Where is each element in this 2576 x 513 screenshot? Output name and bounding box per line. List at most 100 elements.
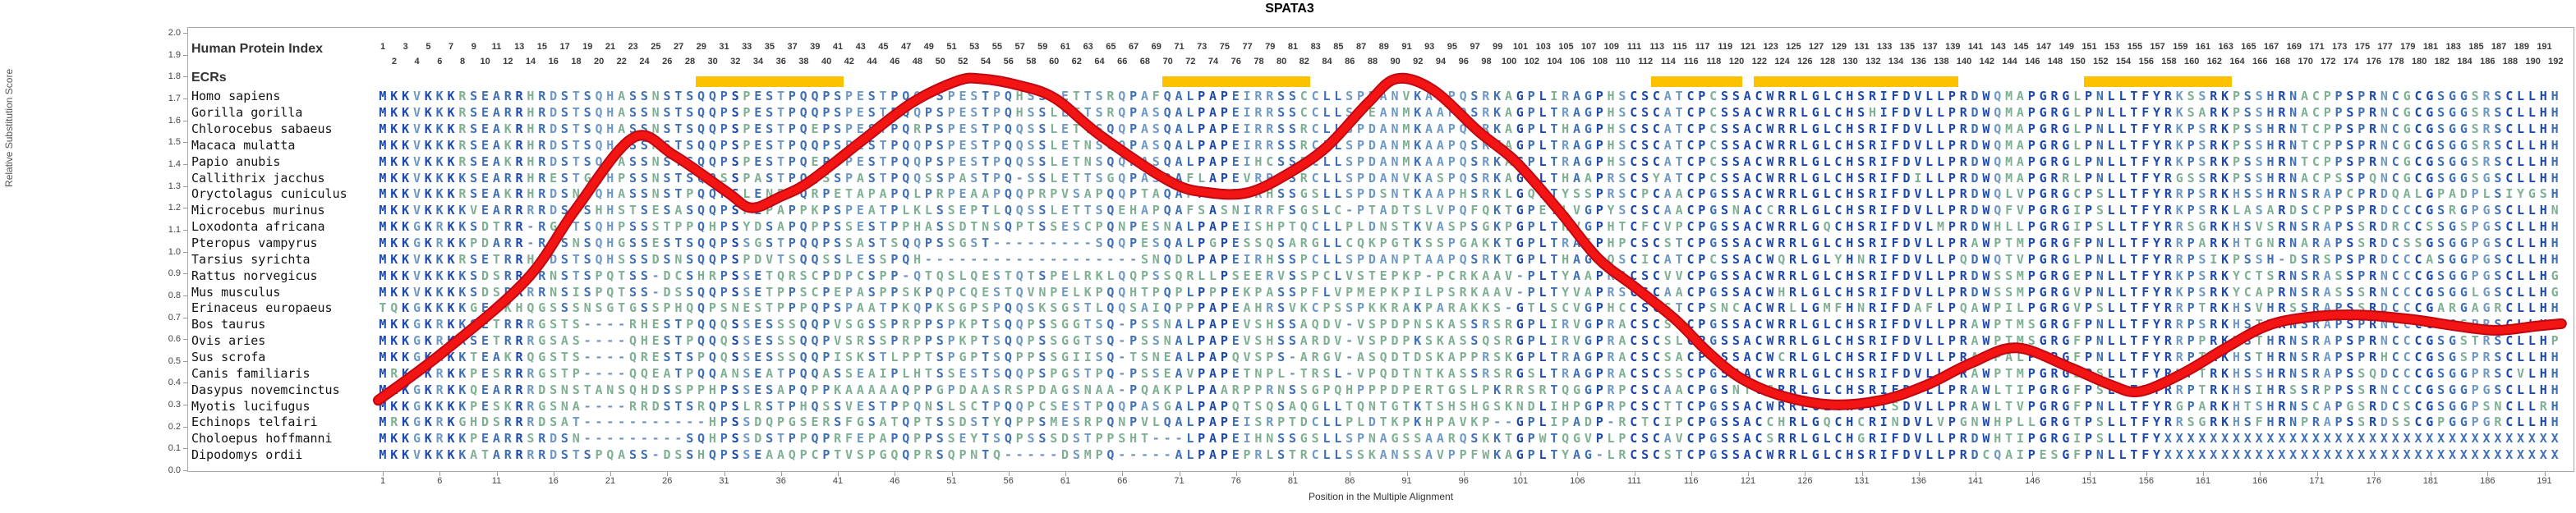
residue: R	[515, 317, 523, 332]
residue: -	[1038, 251, 1046, 267]
residue: T	[1072, 170, 1080, 186]
residue: R	[1789, 349, 1797, 364]
residue: E	[754, 89, 762, 104]
residue: S	[2243, 121, 2252, 136]
residue: Q	[697, 235, 706, 250]
residue: F	[1891, 333, 1899, 349]
residue: V	[1243, 349, 1251, 364]
residue: N	[1414, 317, 1422, 332]
residue: R	[1789, 105, 1797, 121]
residue: P	[2187, 186, 2195, 202]
residue: G	[2426, 186, 2434, 202]
residue: F	[1891, 89, 1899, 104]
residue: R	[1300, 170, 1308, 186]
residue: T	[1675, 153, 1683, 169]
residue: S	[1050, 333, 1058, 349]
residue: C	[2414, 317, 2422, 332]
x-tick-mark	[1463, 472, 1465, 476]
residue: G	[2459, 382, 2468, 397]
residue: R	[1959, 398, 1967, 414]
residue: A	[1663, 121, 1672, 136]
residue: L	[1925, 105, 1934, 121]
residue: S	[686, 251, 694, 267]
residue: A	[1379, 121, 1387, 136]
residue: L	[1800, 153, 1808, 169]
residue: Y	[992, 415, 1000, 430]
ruler-number: 119	[1718, 42, 1733, 52]
residue: C	[1834, 349, 1842, 364]
residue: W	[1766, 398, 1774, 414]
residue: P	[1595, 121, 1603, 136]
residue: P	[1595, 284, 1603, 300]
residue: S	[2494, 235, 2502, 250]
residue: C	[970, 398, 978, 414]
residue: L	[845, 251, 853, 267]
residue: Q	[1163, 300, 1171, 316]
residue: X	[2334, 447, 2343, 462]
residue: S	[879, 333, 887, 349]
x-tick-label: 51	[946, 476, 957, 486]
residue: K	[424, 235, 432, 250]
residue: L	[1937, 203, 1945, 218]
residue: S	[2243, 349, 2252, 364]
residue: S	[1277, 251, 1286, 267]
residue: P	[1140, 268, 1148, 283]
residue: S	[1027, 137, 1035, 153]
residue: S	[1641, 333, 1649, 349]
residue: S	[2255, 105, 2263, 121]
residue: D	[1971, 186, 1979, 202]
y-tick-label: 0.6	[168, 334, 181, 345]
residue: Q	[697, 300, 706, 316]
residue: S	[1095, 203, 1103, 218]
residue: P	[720, 203, 728, 218]
residue: R	[2050, 89, 2058, 104]
residue: H	[2232, 382, 2240, 397]
residue: P	[2187, 251, 2195, 267]
residue: -	[1129, 447, 1138, 462]
residue: H	[2539, 137, 2547, 153]
residue: R	[2312, 268, 2320, 283]
residue: G	[2482, 284, 2491, 300]
residue: S	[788, 317, 796, 332]
residue: S	[867, 89, 876, 104]
residue: P	[822, 105, 830, 121]
residue: P	[708, 300, 716, 316]
residue: K	[1504, 349, 1512, 364]
residue: G	[2062, 284, 2070, 300]
residue: A	[492, 121, 500, 136]
residue: K	[458, 170, 467, 186]
residue: T	[1083, 398, 1092, 414]
residue: S	[743, 431, 751, 447]
residue: E	[959, 137, 967, 153]
residue: P	[1175, 300, 1183, 316]
residue: M	[2016, 235, 2024, 250]
residue: S	[2459, 333, 2468, 349]
residue: K	[390, 447, 398, 462]
residue: R	[1959, 153, 1967, 169]
residue: H	[1846, 89, 1854, 104]
residue: D	[959, 415, 967, 430]
residue: S	[640, 137, 648, 153]
residue: I	[1879, 431, 1888, 447]
residue: P	[924, 186, 932, 202]
residue: L	[1266, 447, 1274, 462]
residue: L	[1334, 121, 1342, 136]
residue: K	[447, 235, 455, 250]
residue: G	[1709, 447, 1718, 462]
residue: W	[1766, 317, 1774, 332]
residue: Y	[2153, 219, 2161, 235]
residue: S	[834, 137, 842, 153]
residue: H	[1994, 415, 2002, 430]
residue: L	[1800, 300, 1808, 316]
residue: M	[379, 333, 387, 349]
residue: L	[2107, 203, 2115, 218]
residue: A	[766, 365, 774, 381]
residue: F	[2141, 251, 2150, 267]
residue: S	[618, 203, 626, 218]
residue: F	[1470, 447, 1479, 462]
residue: T	[879, 398, 887, 414]
residue: T	[1436, 382, 1444, 397]
residue: C	[1755, 251, 1763, 267]
residue: S	[845, 219, 853, 235]
alignment-row: Loxodonta africana M K K G K R K K S D T R R - R G S T S Q H P…	[0, 218, 2576, 235]
